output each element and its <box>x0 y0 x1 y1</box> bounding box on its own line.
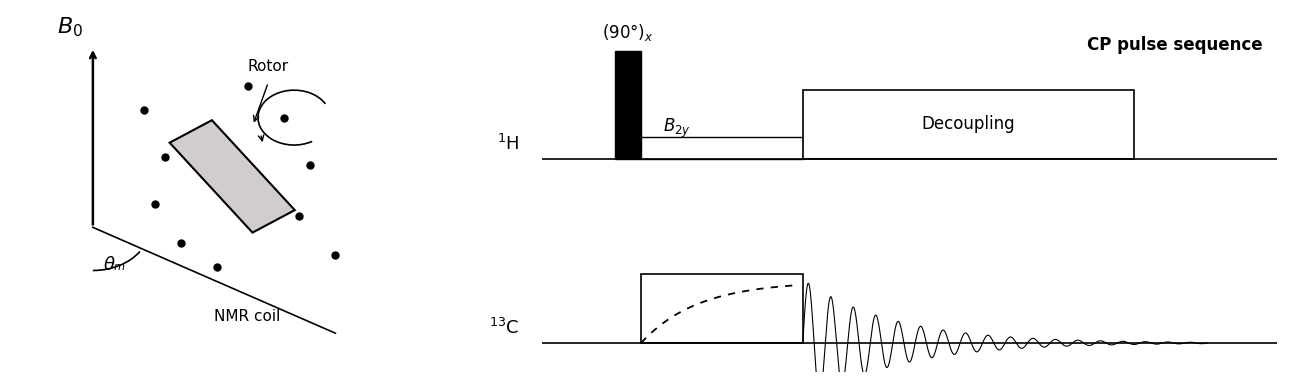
Bar <box>641 137 802 159</box>
Text: $(90°)_x$: $(90°)_x$ <box>602 22 654 43</box>
Text: NMR coil: NMR coil <box>214 309 281 325</box>
Bar <box>802 90 1134 159</box>
Text: Decoupling: Decoupling <box>921 116 1015 133</box>
Text: $^{1}$H: $^{1}$H <box>498 134 520 154</box>
Text: θₘ: θₘ <box>103 256 125 274</box>
Text: $^{13}$C: $^{13}$C <box>489 318 520 338</box>
Text: Rotor: Rotor <box>248 58 289 74</box>
Text: $B_0$: $B_0$ <box>57 16 83 39</box>
Text: $B_{2y}$: $B_{2y}$ <box>663 117 691 140</box>
Bar <box>641 274 802 343</box>
FancyBboxPatch shape <box>169 120 295 232</box>
Bar <box>615 51 641 159</box>
Text: CP pulse sequence: CP pulse sequence <box>1086 36 1263 54</box>
